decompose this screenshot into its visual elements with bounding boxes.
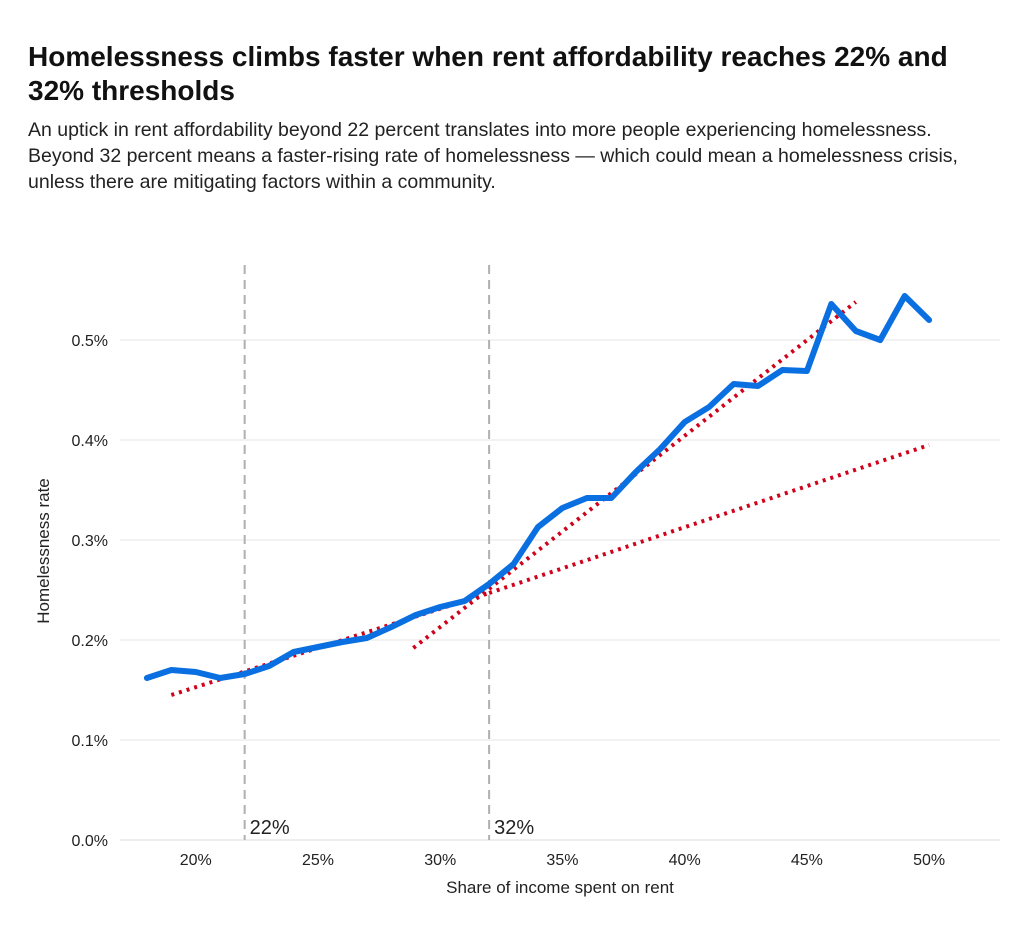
series-line [143,293,933,681]
y-tick-label: 0.3% [72,533,108,550]
y-tick-label: 0.2% [72,633,108,650]
x-tick-label: 25% [302,852,334,869]
threshold-label: 32% [494,817,534,839]
x-tick-label: 20% [180,852,212,869]
threshold-lines: 22% 32% [243,265,534,840]
x-tick-label: 45% [791,852,823,869]
x-tick-label: 50% [913,852,945,869]
y-tick-label: 0.5% [72,333,108,350]
x-tick-label: 30% [424,852,456,869]
x-axis-ticks: 20% 25% 30% 35% 40% 45% 50% [180,852,945,869]
trendlines [170,300,930,697]
y-tick-label: 0.4% [72,433,108,450]
trendline [488,443,930,595]
gridlines [120,339,1000,841]
x-tick-label: 40% [669,852,701,869]
x-tick-label: 35% [546,852,578,869]
y-tick-label: 0.0% [72,833,108,850]
chart-title: Homelessness climbs faster when rent aff… [28,41,948,106]
data-series [143,293,933,681]
x-axis-title: Share of income spent on rent [446,878,674,897]
y-axis-title: Homelessness rate [34,478,53,624]
chart-subtitle: An uptick in rent affordability beyond 2… [28,119,958,193]
y-tick-label: 0.1% [72,733,108,750]
threshold-label: 22% [250,817,290,839]
y-axis-ticks: 0.0% 0.1% 0.2% 0.3% 0.4% 0.5% [72,333,108,850]
